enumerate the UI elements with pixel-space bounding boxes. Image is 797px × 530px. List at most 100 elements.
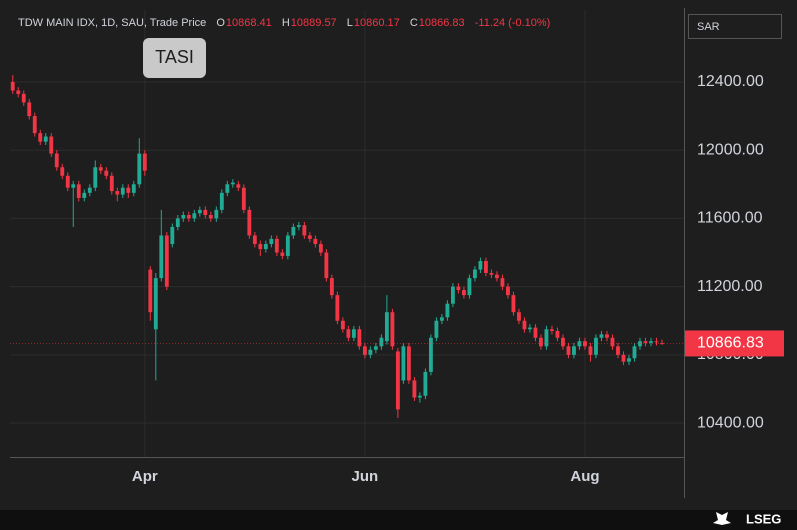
candle-body (643, 341, 648, 343)
candle-body (313, 238, 318, 244)
close-value: 10866.83 (418, 17, 465, 29)
candle-body (274, 238, 279, 253)
candle-body (434, 320, 439, 338)
logo: LSEG (746, 511, 781, 526)
y-tick-label: 11600.00 (697, 210, 763, 227)
candle-body (120, 187, 125, 195)
candle-body (632, 346, 637, 359)
candle-body (511, 295, 516, 313)
candle-body (638, 341, 642, 347)
candle-body (32, 116, 37, 134)
candle-body (148, 269, 153, 313)
candle-body (533, 327, 538, 338)
candle-body (495, 274, 499, 279)
candle-body (605, 334, 609, 338)
y-tick-label: 10400.00 (697, 414, 764, 431)
candle-body (252, 235, 257, 244)
candle-body (104, 170, 109, 176)
candle-body (27, 102, 32, 117)
candle-body (296, 225, 301, 227)
last-price-badge (685, 330, 784, 357)
currency: SAR (697, 21, 720, 33)
y-tick-label: 12400.00 (697, 73, 764, 90)
candle-body (346, 329, 351, 338)
candle-body (137, 153, 142, 185)
candle-body (318, 243, 323, 253)
candle-body (423, 371, 428, 396)
candle-body (384, 312, 389, 342)
candle-body (21, 93, 26, 103)
candle-body (368, 349, 373, 355)
candle-body (203, 209, 208, 215)
y-tick-label: 12000.00 (697, 141, 764, 158)
candle-body (583, 341, 587, 347)
candle-body (544, 329, 549, 347)
candle-body (439, 317, 444, 321)
candle-body (65, 175, 70, 188)
candle-body (263, 243, 268, 250)
candle-body (417, 395, 422, 398)
candle-body (406, 346, 411, 381)
candle-body (142, 153, 147, 171)
candle-body (572, 346, 576, 355)
candle-body (71, 184, 76, 188)
candle-body (219, 192, 224, 210)
candle-body (10, 81, 15, 91)
candle-body (131, 184, 136, 193)
candle-body (539, 337, 543, 347)
candle-body (186, 214, 191, 219)
candle-body (461, 290, 466, 296)
candle-body (49, 136, 54, 154)
candle-body (175, 218, 180, 227)
candle-body (115, 191, 120, 195)
candle-body (649, 341, 653, 343)
background (0, 0, 797, 510)
candle-body (197, 209, 202, 214)
candle-body (412, 380, 417, 398)
logo-icon (713, 512, 731, 525)
candle-body (93, 167, 98, 188)
candle-body (109, 175, 114, 192)
change: -11.24 (-0.10%) (474, 17, 551, 29)
x-tick-label: Jun (352, 468, 379, 485)
candle-body (357, 329, 362, 347)
x-tick-label: Apr (132, 468, 158, 485)
candle-body (577, 341, 582, 347)
candle-body (214, 209, 219, 219)
candle-body (258, 243, 263, 250)
candle-body (445, 303, 450, 318)
candle-body (428, 337, 433, 372)
open-label: O (216, 17, 225, 29)
candle-body (87, 187, 92, 193)
candle-body (621, 354, 626, 362)
candle-body (170, 226, 175, 244)
candle-body (456, 286, 461, 291)
candle-body (241, 187, 246, 210)
candle-body (627, 358, 631, 362)
candle-body (362, 346, 367, 355)
candle-body (247, 209, 252, 236)
candle-body (291, 226, 296, 236)
candle-body (566, 346, 571, 355)
candle-body (450, 286, 455, 304)
candle-body (528, 327, 532, 330)
candle-body (654, 341, 659, 343)
candle-body (599, 334, 604, 338)
candle-body (561, 337, 565, 347)
candle-body (373, 346, 378, 350)
candle-body (329, 278, 334, 296)
candle-body (555, 330, 560, 338)
candle-body (54, 153, 59, 168)
last-price-label: 10866.83 (697, 335, 764, 352)
x-tick-label: Aug (570, 468, 599, 485)
low-value: 10860.17 (353, 17, 400, 29)
candle-body (500, 278, 505, 287)
candle-body (522, 320, 527, 330)
candle-body (395, 351, 400, 410)
symbol-badge-text: TASI (155, 47, 194, 67)
currency-box[interactable] (688, 14, 782, 39)
candle-body (164, 235, 169, 287)
candle-body (208, 214, 213, 219)
symbol-badge (143, 38, 206, 78)
